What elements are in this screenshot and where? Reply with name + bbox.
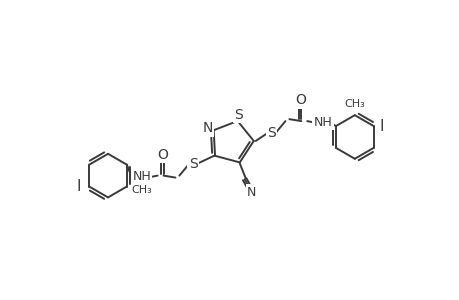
Text: I: I [77, 179, 81, 194]
Text: O: O [294, 93, 305, 107]
Text: O: O [157, 148, 168, 162]
Text: S: S [267, 126, 275, 140]
Text: S: S [234, 108, 242, 122]
Text: N: N [202, 121, 213, 135]
Text: NH: NH [313, 116, 332, 129]
Text: S: S [189, 157, 197, 171]
Text: NH: NH [132, 170, 151, 183]
Text: N: N [246, 186, 256, 199]
Text: CH₃: CH₃ [131, 185, 151, 196]
Text: CH₃: CH₃ [344, 99, 364, 109]
Text: I: I [379, 118, 383, 134]
